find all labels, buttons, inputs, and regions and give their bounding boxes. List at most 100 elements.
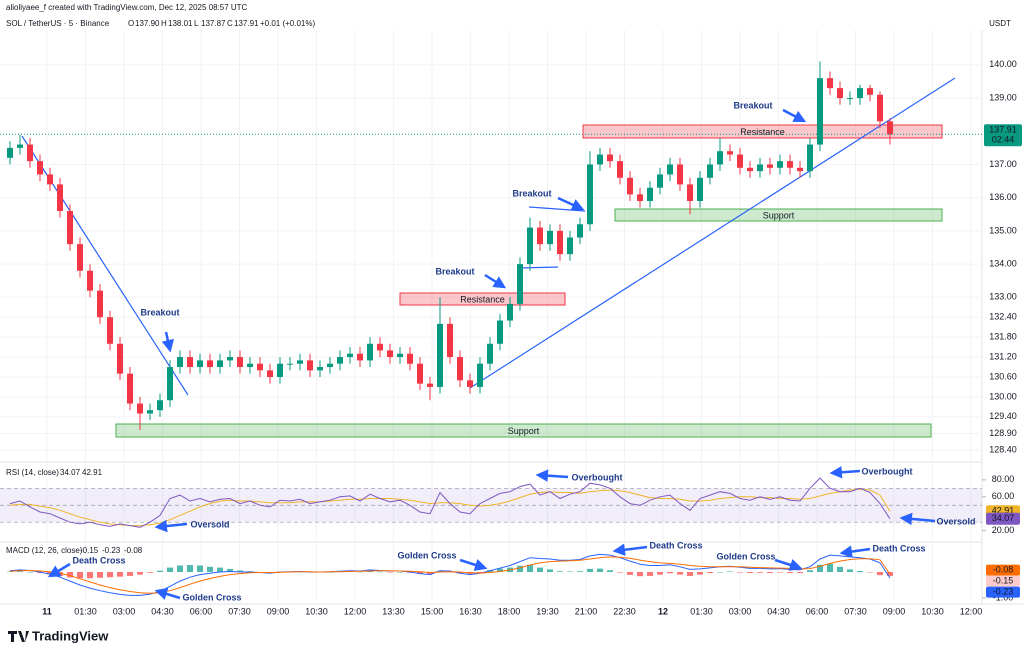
histogram-bar — [227, 568, 233, 573]
candle-body — [607, 154, 613, 162]
histogram-bar — [757, 572, 763, 573]
candle-body — [177, 357, 183, 368]
candle-body — [687, 184, 693, 202]
histogram-bar — [207, 566, 213, 573]
candle-body — [317, 367, 323, 371]
candle-body — [627, 177, 633, 195]
candle-body — [887, 121, 893, 135]
rsi-badge-value: 34.07 — [992, 513, 1015, 523]
candle-body — [787, 161, 793, 168]
candle-body — [727, 151, 733, 155]
y-tick-label: 132.40 — [989, 312, 1017, 322]
candle-body — [467, 380, 473, 387]
histogram-bar — [857, 570, 863, 573]
annotation: Death Cross — [872, 543, 925, 553]
candle-body — [7, 147, 13, 158]
annotation: Golden Cross — [716, 551, 775, 561]
histogram-bar — [867, 572, 873, 573]
annotation: Oversold — [190, 519, 229, 529]
histogram-bar — [607, 570, 613, 573]
candle-body — [277, 363, 283, 377]
histogram-bar — [847, 569, 853, 573]
candle-body — [717, 151, 723, 165]
candle-body — [237, 357, 243, 368]
histogram-bar — [777, 572, 783, 573]
arrow — [557, 196, 585, 211]
x-tick-label: 19:30 — [536, 606, 559, 616]
y-tick-label: 128.90 — [989, 428, 1017, 438]
candle-body — [417, 363, 423, 384]
histogram-bar — [767, 572, 773, 574]
candle-body — [117, 343, 123, 374]
candle-body — [427, 383, 433, 387]
histogram-bar — [397, 572, 403, 573]
y-tick-label: 137.00 — [989, 159, 1017, 169]
histogram-bar — [827, 563, 833, 573]
histogram-bar — [137, 572, 143, 575]
histogram-bar — [647, 572, 653, 576]
histogram-bar — [637, 572, 643, 577]
histogram-bar — [717, 572, 723, 573]
candle-body — [877, 94, 883, 122]
candle-body — [747, 167, 753, 172]
candle-body — [577, 224, 583, 238]
arrow — [535, 469, 569, 482]
annotation: Breakout — [140, 307, 179, 317]
x-tick-label: 18:00 — [498, 606, 521, 616]
legend-value: 34.07 — [60, 468, 81, 477]
x-tick-label: 07:30 — [228, 606, 251, 616]
annotation: Overbought — [572, 472, 623, 482]
histogram-bar — [597, 568, 603, 573]
annotation: Death Cross — [72, 555, 125, 565]
histogram-bar — [567, 571, 573, 573]
candle-body — [657, 174, 663, 188]
histogram-bar — [787, 572, 793, 574]
x-tick-label: 09:00 — [883, 606, 906, 616]
candle-body — [517, 264, 523, 304]
candle-body — [27, 144, 33, 162]
y-tick-label: 131.80 — [989, 332, 1017, 342]
candle-body — [127, 373, 133, 404]
candle-body — [677, 164, 683, 185]
candle-body — [207, 360, 213, 368]
arrow — [839, 545, 871, 558]
pane-title: MACD (12, 26, close) — [6, 546, 83, 555]
y-tick-label: 136.00 — [989, 192, 1017, 202]
histogram-bar — [477, 572, 483, 573]
arrow — [782, 108, 807, 123]
candle-body — [227, 357, 233, 361]
candle-body — [767, 164, 773, 168]
x-tick-label: 01:30 — [690, 606, 713, 616]
candle-body — [347, 353, 353, 358]
y-tick-label: 131.20 — [989, 351, 1017, 361]
x-tick-label: 04:30 — [151, 606, 174, 616]
candle-body — [247, 363, 253, 368]
x-tick-label: 15:00 — [421, 606, 444, 616]
histogram-bar — [157, 570, 163, 573]
trend-line — [519, 266, 559, 269]
histogram-bar — [117, 572, 123, 577]
ohlc-value: 137.90 — [135, 19, 160, 28]
macd-badge — [986, 575, 1020, 587]
zone-label: Resistance — [740, 127, 785, 137]
arrow — [154, 587, 181, 600]
y-tick-label: 20.00 — [992, 525, 1015, 535]
histogram-bar — [557, 571, 563, 573]
candle-body — [777, 161, 783, 168]
x-tick-label: 04:30 — [767, 606, 790, 616]
ohlc-value: 137.91 — [234, 19, 259, 28]
candle-body — [167, 367, 173, 401]
candle-body — [297, 360, 303, 364]
y-tick-label: 80.00 — [992, 474, 1015, 484]
histogram-bar — [837, 566, 843, 573]
candle-body — [547, 230, 553, 245]
x-tick-label: 10:30 — [305, 606, 328, 616]
price-badge — [984, 124, 1022, 147]
candle-body — [847, 98, 853, 100]
histogram-bar — [667, 572, 673, 574]
change: +0.01 (+0.01%) — [260, 19, 315, 28]
candle-body — [817, 78, 823, 145]
macd-badge-value: -0.23 — [993, 586, 1014, 596]
histogram-bar — [577, 571, 583, 573]
